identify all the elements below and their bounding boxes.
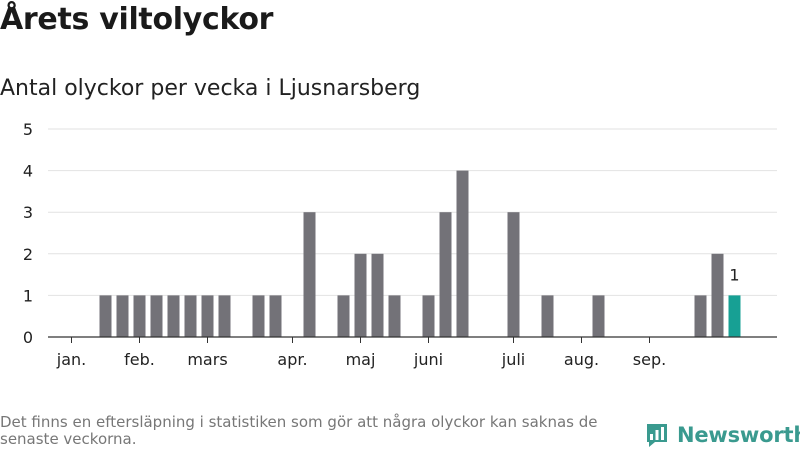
- x-tick-label: aug.: [564, 350, 599, 369]
- data-label: 1: [729, 265, 739, 284]
- bar: [337, 295, 350, 337]
- bar: [184, 295, 197, 337]
- bar-highlight: [728, 295, 741, 337]
- x-tick-label: juli: [501, 350, 525, 369]
- bar: [711, 253, 724, 337]
- y-tick-label: 5: [23, 120, 33, 139]
- bar: [150, 295, 163, 337]
- bar: [167, 295, 180, 337]
- bar-chart-logo-icon: [647, 424, 667, 447]
- brand-name: Newsworthy: [677, 423, 800, 447]
- bar: [269, 295, 282, 337]
- brand-logo: Newsworthy: [645, 420, 800, 450]
- y-tick-label: 0: [23, 328, 33, 347]
- bar: [252, 295, 265, 337]
- bar: [456, 170, 469, 337]
- bar: [116, 295, 129, 337]
- y-tick-label: 1: [23, 286, 33, 305]
- bar: [133, 295, 146, 337]
- chart-title: Årets viltolyckor: [0, 2, 274, 37]
- bar: [218, 295, 231, 337]
- x-tick-label: jan.: [56, 350, 86, 369]
- bar: [354, 253, 367, 337]
- bar: [439, 212, 452, 337]
- bar: [694, 295, 707, 337]
- bar: [201, 295, 214, 337]
- x-tick-label: maj: [346, 350, 376, 369]
- x-tick-label: feb.: [124, 350, 155, 369]
- chart-subtitle: Antal olyckor per vecka i Ljusnarsberg: [0, 76, 421, 101]
- bar: [99, 295, 112, 337]
- y-tick-label: 3: [23, 203, 33, 222]
- y-axis-ticks: 0 1 2 3 4 5: [23, 120, 33, 347]
- x-axis: jan. feb. mars apr. maj juni juli aug. sep.: [48, 336, 777, 369]
- x-tick-label: sep.: [633, 350, 666, 369]
- bars: [99, 170, 741, 337]
- y-tick-label: 2: [23, 245, 33, 264]
- bar: [388, 295, 401, 337]
- y-tick-label: 4: [23, 162, 33, 181]
- footnote: Det finns en eftersläpning i statistiken…: [0, 413, 598, 448]
- bar: [541, 295, 554, 337]
- x-tick-label: juni: [413, 350, 443, 369]
- bar-chart: 0 1 2 3 4 5 jan. feb. mars apr. maj juni juli aug. se…: [23, 120, 777, 369]
- bar: [507, 212, 520, 337]
- x-tick-label: mars: [187, 350, 227, 369]
- bar: [592, 295, 605, 337]
- bar: [371, 253, 384, 337]
- x-tick-label: apr.: [277, 350, 307, 369]
- grid-lines: [48, 128, 777, 296]
- bar: [422, 295, 435, 337]
- data-labels: 1: [729, 265, 739, 284]
- bar: [303, 212, 316, 337]
